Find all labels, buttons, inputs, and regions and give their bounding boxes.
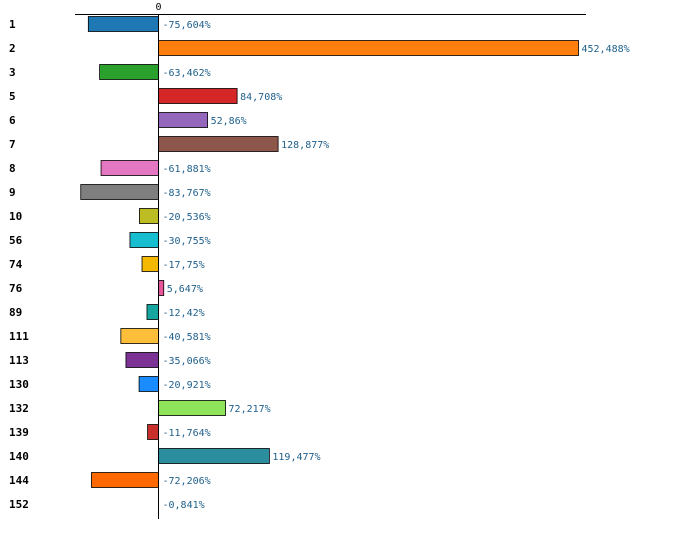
bar-3: [99, 64, 159, 80]
value-label: 128,877%: [281, 140, 329, 151]
value-label: -75,604%: [163, 20, 211, 31]
category-label: 8: [9, 162, 16, 175]
category-label: 7: [9, 138, 16, 151]
bars-group: [80, 16, 579, 488]
bar-140: [158, 448, 270, 464]
bar-1: [87, 16, 159, 32]
bar-132: [158, 400, 226, 416]
bar-89: [146, 304, 159, 320]
bar-113: [125, 352, 159, 368]
value-label: 52,86%: [211, 116, 247, 127]
category-label: 10: [9, 210, 22, 223]
bar-76: [158, 280, 165, 296]
category-label: 74: [9, 258, 23, 271]
value-label: -0,841%: [163, 500, 205, 511]
category-labels-group: 1235678910567476891111131301321391401441…: [9, 18, 29, 511]
value-label: -11,764%: [163, 428, 211, 439]
category-label: 76: [9, 282, 23, 295]
category-label: 89: [9, 306, 22, 319]
bar-74: [141, 256, 159, 272]
value-label: -63,462%: [163, 68, 211, 79]
bar-144: [91, 472, 159, 488]
bar-10: [139, 208, 159, 224]
bar-8: [100, 160, 159, 176]
bar-5: [158, 88, 238, 104]
value-labels-group: -75,604% 452,488% -63,462% 84,708% 52,86% 128…: [163, 20, 630, 511]
category-label: 2: [9, 42, 16, 55]
value-label: -20,536%: [163, 212, 211, 223]
value-label: -12,42%: [163, 308, 205, 319]
category-label: 144: [9, 474, 29, 487]
value-label: -72,206%: [163, 476, 211, 487]
value-label: -83,767%: [163, 188, 211, 199]
bar-2: [158, 40, 579, 56]
category-label: 152: [9, 498, 29, 511]
category-label: 6: [9, 114, 16, 127]
value-label: -40,581%: [163, 332, 211, 343]
ticks-group: 0: [155, 2, 161, 13]
value-label: 5,647%: [167, 284, 203, 295]
bar-6: [158, 112, 208, 128]
bar-130: [138, 376, 159, 392]
value-label: -17,75%: [163, 260, 205, 271]
bar-111: [120, 328, 159, 344]
bar-7: [158, 136, 279, 152]
category-label: 113: [9, 354, 29, 367]
category-label: 3: [9, 66, 16, 79]
category-label: 140: [9, 450, 29, 463]
x-tick-label: 0: [155, 2, 161, 13]
value-label: -35,066%: [163, 356, 211, 367]
bar-56: [129, 232, 159, 248]
bar-139: [147, 424, 159, 440]
category-label: 1: [9, 18, 16, 31]
bar-9: [80, 184, 159, 200]
value-label: -30,755%: [163, 236, 211, 247]
category-label: 5: [9, 90, 16, 103]
value-label: 452,488%: [582, 44, 630, 55]
value-label: 84,708%: [240, 92, 282, 103]
category-label: 56: [9, 234, 23, 247]
category-label: 111: [9, 330, 29, 343]
category-label: 9: [9, 186, 16, 199]
value-label: 72,217%: [229, 404, 271, 415]
category-label: 132: [9, 402, 29, 415]
value-label: -61,881%: [163, 164, 211, 175]
category-label: 130: [9, 378, 29, 391]
value-label: -20,921%: [163, 380, 211, 391]
value-label: 119,477%: [272, 452, 320, 463]
category-label: 139: [9, 426, 29, 439]
